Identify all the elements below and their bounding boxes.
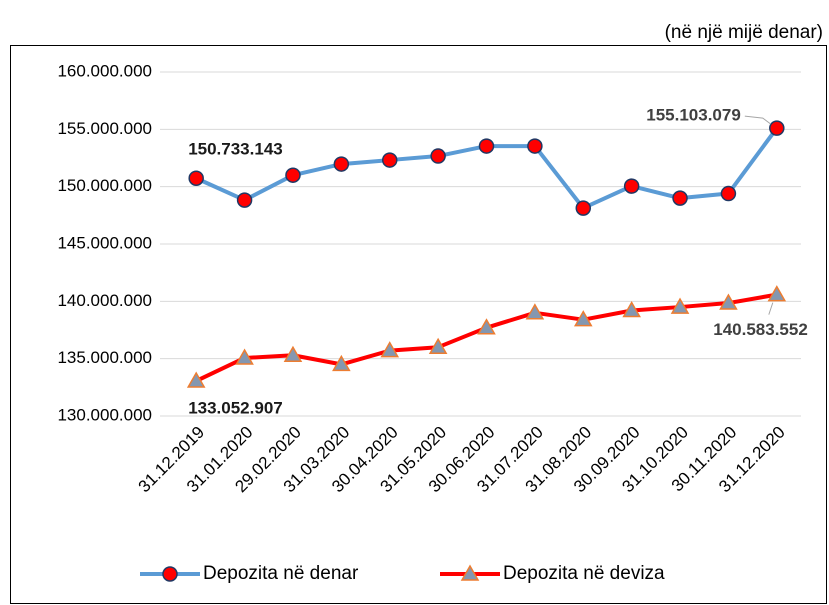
data-point	[767, 285, 787, 302]
y-tick-label: 150.000.000	[57, 176, 152, 195]
y-tick-label: 135.000.000	[57, 348, 152, 367]
leader-line	[768, 302, 774, 315]
leader-line	[744, 115, 772, 125]
data-point	[525, 303, 545, 320]
data-label: 155.103.079	[646, 106, 741, 125]
unit-annotation: (në një mijë denar)	[665, 22, 823, 43]
data-point	[527, 138, 543, 154]
y-tick-label: 130.000.000	[57, 405, 152, 424]
series-line	[195, 292, 778, 383]
data-point	[573, 310, 593, 327]
data-point	[575, 200, 592, 216]
data-point	[188, 170, 204, 187]
data-point	[719, 293, 738, 310]
data-point	[622, 300, 641, 318]
data-point	[478, 138, 495, 154]
data-point	[670, 297, 690, 314]
data-point	[332, 354, 351, 372]
legend-label: Depozita në denar	[203, 563, 359, 584]
data-point	[477, 318, 496, 335]
data-point	[235, 348, 254, 365]
data-point	[186, 371, 206, 388]
legend-marker	[162, 566, 178, 582]
data-point	[283, 345, 303, 362]
chart-border	[10, 45, 827, 604]
data-point	[380, 341, 400, 358]
data-point	[381, 152, 398, 168]
legend-label: Depozita në deviza	[503, 563, 665, 584]
y-tick-label: 160.000.000	[57, 61, 152, 80]
data-label: 140.583.552	[713, 320, 808, 339]
data-label: 133.052.907	[188, 398, 283, 417]
y-tick-label: 140.000.000	[57, 291, 152, 310]
y-tick-label: 145.000.000	[57, 233, 152, 252]
data-point	[623, 178, 640, 194]
data-point	[430, 148, 446, 164]
data-point	[333, 156, 350, 172]
data-point	[769, 120, 785, 136]
y-tick-label: 155.000.000	[57, 119, 152, 138]
data-point	[285, 167, 301, 183]
legend-marker	[460, 564, 480, 581]
data-point	[236, 192, 253, 208]
data-label: 150.733.143	[188, 140, 283, 159]
data-point	[428, 337, 448, 354]
data-point	[672, 190, 688, 206]
data-point	[720, 185, 737, 202]
